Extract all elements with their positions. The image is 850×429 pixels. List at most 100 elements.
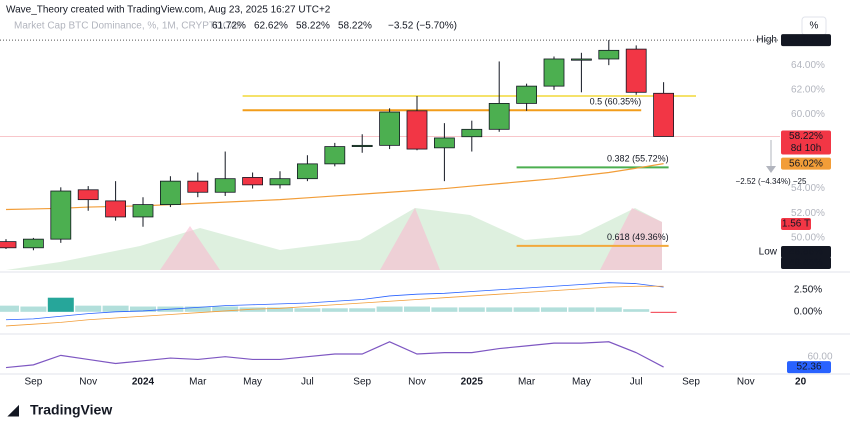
candle-body — [242, 177, 264, 186]
candle-body — [187, 180, 209, 193]
candle-body — [516, 85, 537, 104]
candle-body — [571, 58, 592, 61]
macd-histogram-bar — [376, 306, 403, 312]
header-value: 58.22% — [338, 21, 372, 32]
price-label: 48.45% — [789, 258, 823, 269]
macd-histogram-bar — [239, 307, 266, 312]
candle-body — [77, 189, 99, 201]
symbol: Market Cap BTC Dominance, %, 1M, CRYPTOC… — [14, 21, 243, 32]
candle-body — [0, 241, 17, 249]
logo-icon: ◢ — [7, 402, 19, 418]
y-tick-label: 60.00% — [791, 109, 825, 120]
x-tick-label: Nov — [737, 377, 755, 388]
candle-body — [433, 137, 455, 149]
candle-body — [296, 163, 318, 180]
fib-label: 0.382 (55.72%) — [607, 154, 669, 164]
header-value: −3.52 (−5.70%) — [388, 21, 457, 32]
x-tick-label: Jul — [630, 377, 643, 388]
x-tick-label: Jul — [301, 377, 314, 388]
credit: Wave_Theory created with TradingView.com… — [6, 5, 331, 16]
fib-label: 0.5 (60.35%) — [590, 97, 642, 107]
macd-histogram-bar — [541, 307, 567, 312]
macd-histogram-bar — [458, 307, 485, 312]
header-value: 58.22% — [296, 21, 330, 32]
price-label-box — [781, 245, 831, 258]
price-label: 56.02% — [789, 158, 823, 169]
candle-body — [50, 190, 72, 240]
y-tick-label: 62.00% — [791, 84, 825, 95]
unit-button-label[interactable]: % — [810, 21, 819, 32]
candle-body — [105, 200, 126, 218]
macd-histogram-bar — [0, 305, 19, 312]
macd-tick-label: 2.50% — [794, 284, 822, 295]
candle-body — [379, 111, 401, 146]
measure-label: −2.52 (−4.34%) −25 — [736, 177, 807, 186]
rsi-label: 52.36 — [796, 362, 821, 373]
rsi-tick-label: 60.00 — [807, 351, 832, 362]
x-tick-label: May — [572, 377, 591, 388]
y-tick-label: 64.00% — [791, 60, 825, 71]
price-label: 66.03% — [789, 35, 823, 46]
macd-histogram-bar — [102, 305, 129, 312]
macd-histogram-bar — [20, 306, 47, 312]
macd-histogram-bar — [47, 297, 74, 312]
y-tick-label: 52.00% — [791, 208, 825, 219]
candle-body — [461, 128, 483, 138]
macd-histogram-bar — [184, 306, 211, 312]
rsi-label-box — [787, 361, 831, 374]
price-label-sub: 8d 10h — [791, 143, 822, 154]
macd-histogram-bar — [130, 306, 156, 312]
volume-area — [160, 226, 220, 270]
price-label: 58.22% — [789, 131, 823, 142]
y-tick-label: 50.00% — [791, 233, 825, 244]
candle-body — [598, 49, 620, 60]
x-tick-label: May — [243, 377, 262, 388]
macd-histogram-bar — [349, 308, 376, 312]
candle-body — [269, 178, 291, 186]
price-label: 48.86% — [789, 247, 823, 258]
candle-body — [159, 180, 181, 205]
candle-body — [488, 103, 510, 130]
macd-histogram-bar — [321, 308, 348, 312]
price-tag: High — [756, 35, 777, 46]
x-tick-label: Sep — [682, 377, 700, 388]
macd-histogram-bar — [267, 307, 293, 312]
y-tick-label: 54.00% — [791, 183, 825, 194]
logo: TradingView — [30, 402, 112, 418]
macd-histogram-bar — [404, 306, 430, 312]
price-tag: Low — [759, 247, 778, 258]
x-tick-label: 20 — [795, 377, 807, 388]
candle-body — [625, 48, 647, 93]
x-tick-label: Sep — [25, 377, 43, 388]
macd-histogram-bar — [212, 306, 239, 312]
candle-body — [22, 238, 44, 249]
candle-body — [214, 178, 236, 193]
macd-histogram-bar — [431, 307, 458, 312]
volume-area — [6, 208, 662, 270]
volume-area — [380, 208, 440, 270]
price-label-box — [781, 130, 831, 155]
fib-label: 0.618 (49.36%) — [607, 232, 669, 242]
macd-histogram-bar — [513, 307, 540, 312]
candle-body — [351, 144, 373, 147]
x-tick-label: Mar — [189, 377, 207, 388]
signal-line — [5, 285, 664, 327]
macd-histogram-bar — [75, 305, 102, 312]
x-tick-label: Sep — [353, 377, 371, 388]
measure-arrow-head — [766, 166, 776, 173]
price-label-box — [781, 34, 831, 47]
candle-body — [543, 58, 565, 87]
candle-body — [406, 110, 428, 150]
price-label-box — [781, 157, 831, 170]
x-tick-label: 2024 — [132, 377, 155, 388]
macd-histogram-bar — [568, 307, 595, 312]
candle-body — [653, 92, 674, 137]
macd-tick-label: 0.00% — [794, 306, 822, 317]
volume-area — [600, 208, 662, 270]
macd-histogram-bar — [623, 309, 650, 312]
rsi-line — [5, 341, 664, 369]
price-label-box — [781, 256, 831, 269]
macd-histogram-bar — [486, 307, 513, 312]
volume-label-box — [781, 218, 811, 230]
